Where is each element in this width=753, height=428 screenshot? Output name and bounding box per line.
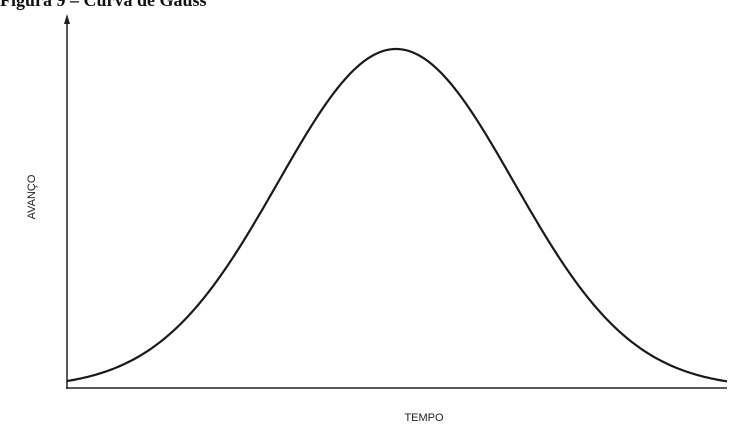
gauss-curve — [66, 47, 728, 383]
x-axis-label: TEMPO — [404, 412, 444, 424]
figure-title: Figura 9 – Curva de Gauss — [0, 0, 207, 10]
y-axis-arrow — [64, 14, 70, 24]
y-axis-label: AVANÇO — [26, 174, 38, 219]
